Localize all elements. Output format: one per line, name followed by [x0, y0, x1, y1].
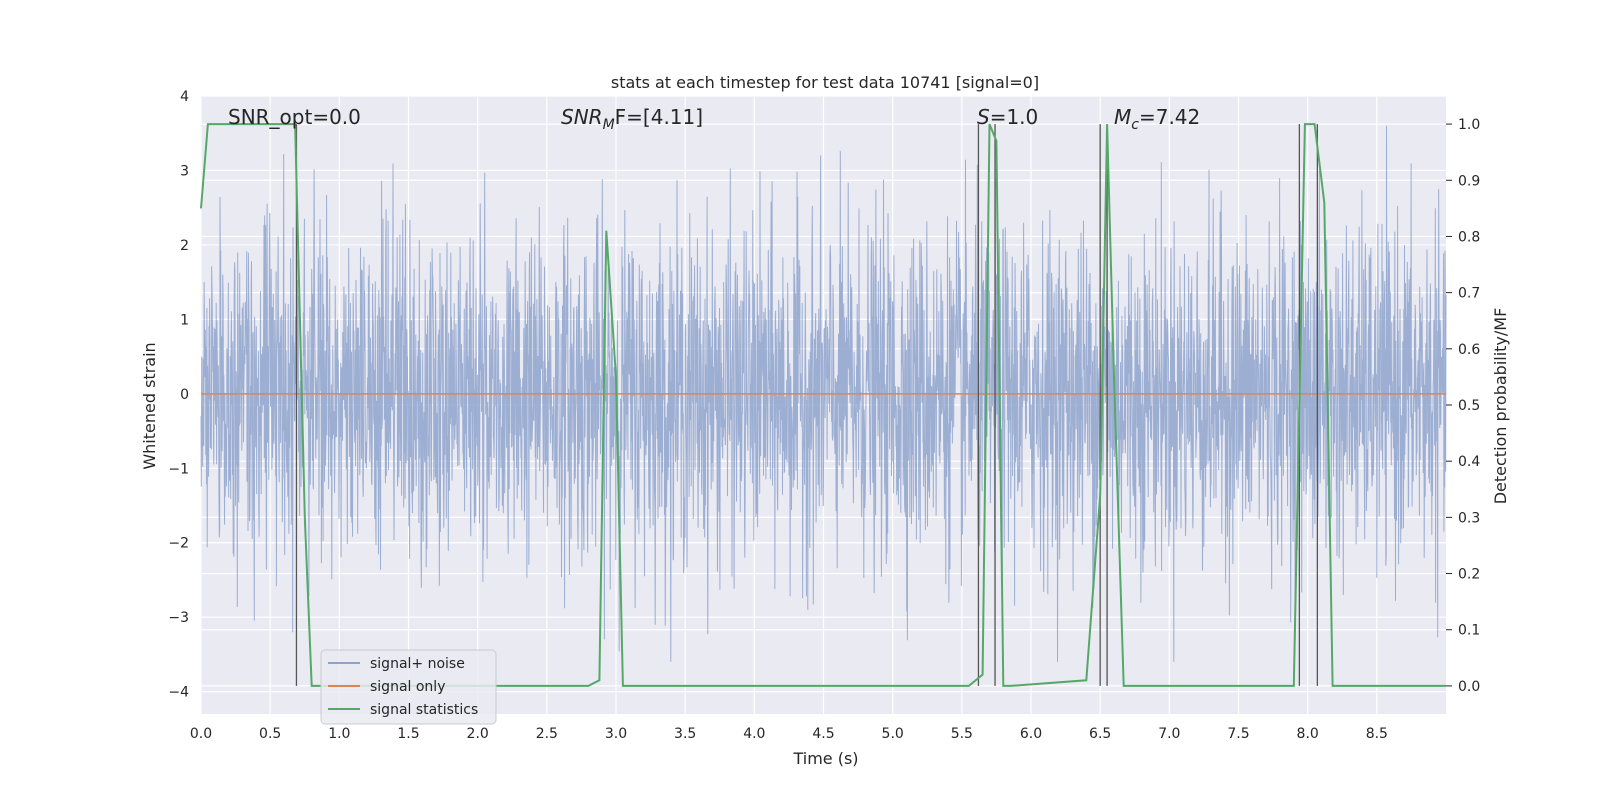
y-axis-label: Whitened strain [140, 342, 159, 469]
y2-tick-label: 0.6 [1458, 342, 1480, 358]
y2-tick-label: 0.2 [1458, 567, 1480, 583]
legend-label-noise: signal+ noise [370, 656, 465, 672]
statistics-line [200, 123, 1446, 687]
x-tick-label: 2.5 [536, 726, 558, 742]
vertical-markers [295, 124, 1318, 686]
annotation-snr-mf: SNRMF=[4.11] [561, 105, 703, 133]
y-axis-ticks: −4 −3 −2 −1 0 1 2 3 4 [168, 89, 189, 701]
y-tick-label: 4 [180, 89, 189, 105]
y-tick-label: −1 [168, 461, 189, 477]
x-tick-label: 2.0 [467, 726, 489, 742]
x-tick-label: 5.5 [951, 726, 973, 742]
annotation-snr-opt: SNR_opt=0.0 [228, 105, 361, 129]
legend-label-signal: signal only [370, 679, 445, 695]
x-tick-label: 6.5 [1089, 726, 1111, 742]
y-tick-label: 0 [180, 387, 189, 403]
x-tick-label: 3.0 [605, 726, 627, 742]
y-tick-label: 2 [180, 238, 189, 254]
y-tick-label: −2 [168, 536, 189, 552]
y2-tick-label: 0.7 [1458, 286, 1480, 302]
y2-tick-label: 1.0 [1458, 117, 1480, 133]
x-tick-label: 8.0 [1297, 726, 1319, 742]
y2-tick-label: 0.0 [1458, 679, 1480, 695]
y2-tick-label: 0.4 [1458, 454, 1480, 470]
annotation-s: S=1.0 [977, 105, 1038, 129]
signal-statistics-series [200, 123, 1446, 687]
y2-tick-label: 0.8 [1458, 229, 1480, 245]
x-axis-label: Time (s) [792, 749, 858, 768]
s-base: S [977, 105, 990, 129]
snr-mf-sub: M [603, 117, 615, 133]
s-rest: =1.0 [990, 105, 1039, 129]
x-tick-label: 3.5 [674, 726, 696, 742]
y2-axis-label: Detection probability/MF [1491, 308, 1510, 505]
y-tick-label: 3 [180, 163, 189, 179]
noise-line [200, 125, 1447, 662]
x-tick-label: 0.5 [259, 726, 281, 742]
legend-box [320, 649, 497, 725]
x-tick-label: 7.0 [1158, 726, 1180, 742]
signal-noise-series [200, 125, 1447, 662]
y2-tick-label: 0.3 [1458, 510, 1480, 526]
y-tick-label: 1 [180, 312, 189, 328]
annotation-mc: Mc=7.42 [1114, 105, 1200, 133]
x-tick-label: 0.0 [190, 726, 212, 742]
mc-base: M [1114, 105, 1131, 129]
mc-sub: c [1131, 117, 1139, 133]
x-tick-label: 4.0 [743, 726, 765, 742]
x-tick-label: 1.5 [397, 726, 419, 742]
y2-tick-label: 0.5 [1458, 398, 1480, 414]
x-tick-label: 1.0 [328, 726, 350, 742]
x-tick-label: 8.5 [1366, 726, 1388, 742]
x-tick-label: 4.5 [812, 726, 834, 742]
y2-tick-label: 0.9 [1458, 173, 1480, 189]
snr-mf-base: SNR [561, 105, 603, 129]
legend-label-stats: signal statistics [370, 702, 478, 718]
x-axis-ticks: 0.0 0.5 1.0 1.5 2.0 2.5 3.0 3.5 4.0 4.5 5.0 5.5 6.0 6… [190, 726, 1388, 742]
y-tick-label: −4 [168, 685, 189, 701]
mc-rest: =7.42 [1139, 105, 1200, 129]
y2-tick-label: 0.1 [1458, 623, 1480, 639]
legend: signal+ noise signal only signal statist… [320, 649, 497, 725]
y-tick-label: −3 [168, 610, 189, 626]
chart-title: stats at each timestep for test data 107… [611, 73, 1039, 92]
x-tick-label: 5.0 [882, 726, 904, 742]
x-tick-label: 6.0 [1020, 726, 1042, 742]
y2-axis-ticks: 0.0 0.1 0.2 0.3 0.4 0.5 0.6 0.7 0.8 0.9 1.0 [1446, 117, 1480, 695]
snr-mf-rest: F=[4.11] [615, 105, 703, 129]
x-tick-label: 7.5 [1227, 726, 1249, 742]
